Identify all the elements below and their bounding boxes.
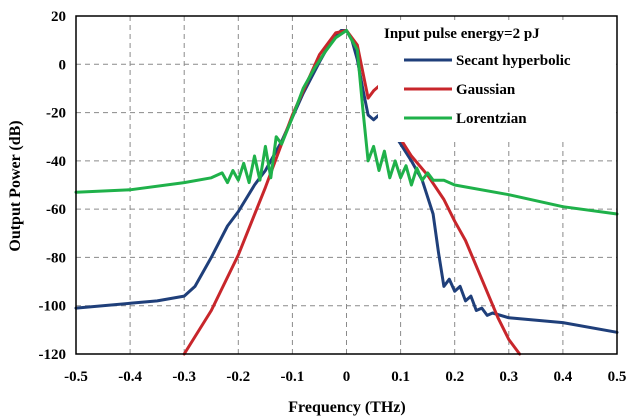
legend-label: Secant hyperbolic [456,53,571,69]
x-tick-label: -0.2 [226,369,250,385]
x-tick-label: -0.5 [64,369,88,385]
legend-title: Input pulse energy=2 pJ [384,26,540,42]
series-line-secant-hyperbolic [74,29,619,334]
x-tick-label: -0.1 [281,369,305,385]
legend-items: Secant hyperbolic Gaussian Lorentzian [404,53,571,127]
x-tick-label: 0.5 [608,369,627,385]
y-tick-label: -60 [46,202,66,218]
x-tick-label: 0.1 [391,369,410,385]
legend-background [378,20,614,142]
x-tick-label: 0.2 [445,369,464,385]
x-tick-label: 0.3 [499,369,518,385]
y-tick-label: -120 [39,347,67,363]
y-axis-label: Output Power (dB) [7,120,24,251]
y-tick-label: -40 [46,154,66,170]
x-axis-label: Frequency (THz) [288,399,405,416]
x-tick-label: -0.3 [172,369,196,385]
y-tick-label: 0 [59,57,67,73]
x-tick-label: 0 [343,369,351,385]
legend-label: Gaussian [456,82,516,98]
legend-label: Lorentzian [456,111,527,127]
legend: Input pulse energy=2 pJ Secant hyperboli… [378,20,614,142]
y-tick-label: -80 [46,250,66,266]
tick-labels: -0.5 -0.4 -0.3 -0.2 -0.1 0 0.1 0.2 0.3 0.4 0.5 20 0 -… [39,9,627,385]
y-tick-label: -100 [39,299,67,315]
y-tick-label: 20 [51,9,66,25]
x-tick-label: -0.4 [118,369,142,385]
series-line-lorentzian [74,29,619,216]
plot-frame [75,15,618,355]
y-tick-label: -20 [46,106,66,122]
x-tick-label: 0.4 [554,369,573,385]
